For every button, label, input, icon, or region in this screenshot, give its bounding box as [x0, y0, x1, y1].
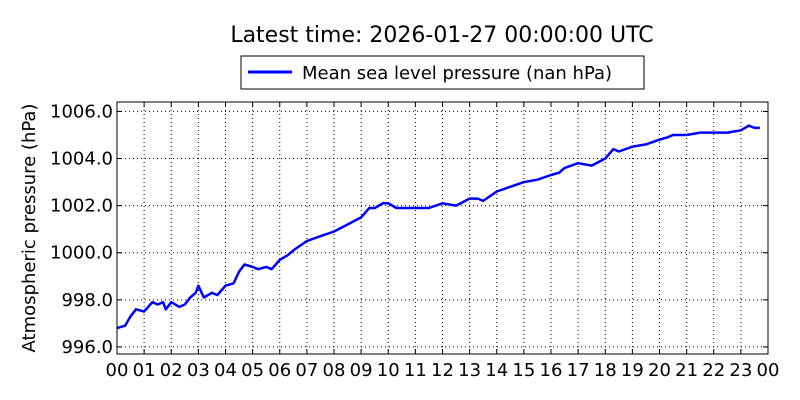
legend-box: [240, 55, 645, 90]
y-tick-label: 998.0: [61, 290, 113, 311]
x-tick-label: 03: [187, 360, 210, 381]
x-tick-label: 04: [214, 360, 237, 381]
x-tick-label: 23: [729, 360, 752, 381]
y-tick-label: 1004.0: [50, 149, 113, 170]
legend-label: Mean sea level pressure (nan hPa): [302, 63, 612, 84]
x-tick-label: 22: [702, 360, 725, 381]
x-tick-label: 18: [594, 360, 617, 381]
x-tick-label: 06: [268, 360, 291, 381]
axis-ticks: 00 01 02 03 04 05 06 07 08 09 10 11 12 13 14 15 16 17 18 19…: [50, 101, 779, 381]
x-tick-label: 05: [241, 360, 264, 381]
x-tick-label: 13: [458, 360, 481, 381]
x-tick-label: 00: [106, 360, 129, 381]
plot-area-frame: [116, 101, 769, 355]
x-tick-label: 17: [567, 360, 590, 381]
x-tick-label: 15: [512, 360, 535, 381]
x-tick-label: 01: [133, 360, 156, 381]
x-tick-label: 09: [350, 360, 373, 381]
y-tick-label: 1000.0: [50, 243, 113, 264]
x-tick-label: 11: [404, 360, 427, 381]
x-tick-label: 12: [431, 360, 454, 381]
series-layer: [116, 124, 760, 330]
gridlines: [117, 102, 768, 354]
y-axis-label: Atmospheric pressure (hPa): [19, 104, 40, 353]
y-tick-label: 1002.0: [50, 196, 113, 217]
x-tick-label: 14: [485, 360, 508, 381]
y-tick-label: 996.0: [61, 337, 113, 358]
x-tick-label: 16: [540, 360, 563, 381]
x-tick-label: 08: [323, 360, 346, 381]
y-tick-label: 1006.0: [50, 101, 113, 122]
chart-title: Latest time: 2026-01-27 00:00:00 UTC: [230, 23, 653, 48]
legend: Mean sea level pressure (nan hPa): [240, 55, 645, 90]
x-tick-label: 07: [295, 360, 318, 381]
x-tick-label: 02: [160, 360, 183, 381]
x-tick-label: 20: [648, 360, 671, 381]
x-tick-label: 10: [377, 360, 400, 381]
x-tick-label: 21: [675, 360, 698, 381]
x-tick-label: 19: [621, 360, 644, 381]
x-tick-label: 00: [757, 360, 780, 381]
series-line: [116, 124, 760, 330]
